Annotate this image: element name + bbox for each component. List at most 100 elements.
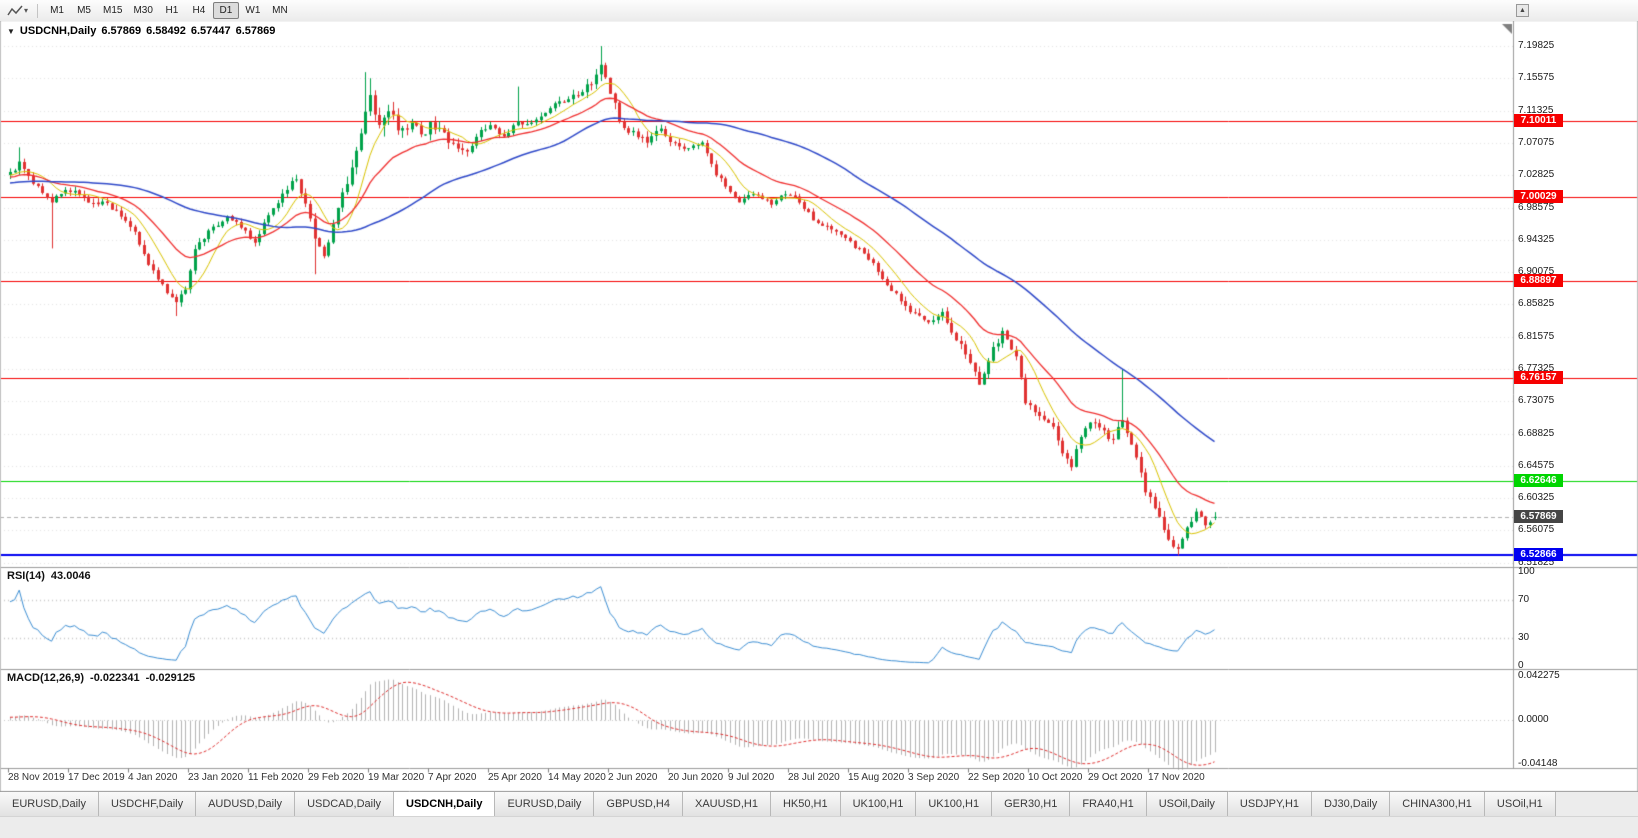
timeframe-button-m15[interactable]: M15 <box>98 2 127 19</box>
quote-high: 6.58492 <box>146 25 186 37</box>
date-axis-label: 28 Jul 2020 <box>788 772 840 783</box>
price-axis-label: 6.90075 <box>1518 266 1555 277</box>
price-axis-label: 6.68825 <box>1518 428 1555 439</box>
date-axis-label: 25 Apr 2020 <box>488 772 542 783</box>
date-axis-label: 11 Feb 2020 <box>248 772 304 783</box>
price-axis-label: 6.85825 <box>1518 298 1555 309</box>
chart-tab-usoil-h1[interactable]: USOil,H1 <box>1484 792 1556 816</box>
chart-header: ▼ USDCNH,Daily 6.57869 6.58492 6.57447 6… <box>7 25 275 37</box>
rsi-label: RSI(14) <box>7 570 45 582</box>
date-axis-label: 15 Aug 2020 <box>848 772 905 783</box>
quote-low: 6.57447 <box>190 25 231 37</box>
price-axis-label: 6.51825 <box>1518 557 1555 568</box>
quote-open: 6.57869 <box>101 25 142 37</box>
chart-tab-uk100-h1[interactable]: UK100,H1 <box>840 792 917 816</box>
rsi-axis-label: 0 <box>1518 660 1524 671</box>
scroll-up-arrow-icon[interactable]: ▲ <box>1516 4 1529 17</box>
date-axis-label: 14 May 2020 <box>548 772 606 783</box>
chart-tab-usdjpy-h1[interactable]: USDJPY,H1 <box>1227 792 1313 816</box>
macd-axis-label: 0.042275 <box>1518 670 1560 681</box>
hline-price-tag: 6.88897 <box>1514 274 1563 287</box>
price-axis-label: 6.77325 <box>1518 363 1555 374</box>
hline-price-tag: 6.76157 <box>1514 371 1563 384</box>
hline-price-tag: 7.10011 <box>1514 114 1563 127</box>
hline-price-tag: 7.00029 <box>1514 190 1563 203</box>
rsi-value: 43.0046 <box>50 570 91 582</box>
hline-price-tag: 6.52866 <box>1514 548 1563 561</box>
date-axis-label: 28 Nov 2019 <box>8 772 65 783</box>
date-axis-label: 4 Jan 2020 <box>128 772 178 783</box>
rsi-header: RSI(14) 43.0046 <box>7 570 91 582</box>
date-axis-label: 7 Apr 2020 <box>428 772 477 783</box>
price-axis-label: 7.02825 <box>1518 169 1555 180</box>
date-axis-label: 23 Jan 2020 <box>188 772 244 783</box>
chart-tab-usdchf-daily[interactable]: USDCHF,Daily <box>98 792 197 816</box>
macd-header: MACD(12,26,9) -0.022341 -0.029125 <box>7 672 195 684</box>
price-axis-label: 7.19825 <box>1518 40 1555 51</box>
rsi-axis-label: 100 <box>1518 566 1535 577</box>
price-axis-label: 6.73075 <box>1518 395 1555 406</box>
timeframe-button-w1[interactable]: W1 <box>240 2 266 19</box>
date-axis-label: 29 Feb 2020 <box>308 772 365 783</box>
timeframe-toolbar: ▾ M1 M5 M15 M30 H1 H4 D1 W1 MN <box>0 0 1638 21</box>
macd-value: -0.022341 <box>90 672 140 684</box>
line-chart-icon[interactable]: ▾ <box>4 2 31 19</box>
timeframe-button-m30[interactable]: M30 <box>128 2 157 19</box>
rsi-axis-label: 70 <box>1518 594 1530 605</box>
chart-tab-eurusd-daily[interactable]: EURUSD,Daily <box>495 792 595 816</box>
timeframe-buttons: M1 M5 M15 M30 H1 H4 D1 W1 MN <box>44 2 293 19</box>
chart-tab-hk50-h1[interactable]: HK50,H1 <box>770 792 841 816</box>
chart-tab-uk100-h1[interactable]: UK100,H1 <box>916 792 993 816</box>
chart-tab-xauusd-h1[interactable]: XAUUSD,H1 <box>682 792 771 816</box>
date-axis-label: 20 Jun 2020 <box>668 772 724 783</box>
macd-axis-label: -0.04148 <box>1518 758 1558 769</box>
date-axis-label: 17 Nov 2020 <box>1148 772 1205 783</box>
price-axis-label: 6.94325 <box>1518 234 1555 245</box>
date-axis-label: 2 Jun 2020 <box>608 772 658 783</box>
chart-tab-usdcnh-daily[interactable]: USDCNH,Daily <box>394 792 496 816</box>
date-axis-label: 29 Oct 2020 <box>1088 772 1143 783</box>
date-axis-label: 3 Sep 2020 <box>908 772 960 783</box>
collapse-arrow-icon[interactable]: ▼ <box>7 26 15 36</box>
chevron-down-icon: ▾ <box>24 6 29 15</box>
rsi-axis-label: 30 <box>1518 632 1530 643</box>
price-axis-label: 6.81575 <box>1518 331 1555 342</box>
price-axis-label: 6.98575 <box>1518 202 1555 213</box>
price-axis-label: 6.64575 <box>1518 460 1555 471</box>
macd-axis-label: 0.0000 <box>1518 714 1549 725</box>
chart-tab-china300-h1[interactable]: CHINA300,H1 <box>1390 792 1485 816</box>
timeframe-button-d1[interactable]: D1 <box>212 2 239 19</box>
timeframe-button-h4[interactable]: H4 <box>186 2 212 19</box>
macd-signal-value: -0.029125 <box>145 672 196 684</box>
window-bottom-edge <box>0 816 1638 838</box>
timeframe-button-h1[interactable]: H1 <box>159 2 185 19</box>
chart-tab-usdcad-daily[interactable]: USDCAD,Daily <box>295 792 395 816</box>
timeframe-button-mn[interactable]: MN <box>267 2 293 19</box>
price-axis-label: 7.11325 <box>1518 105 1554 116</box>
price-axis-label: 6.56075 <box>1518 524 1555 535</box>
date-axis-label: 19 Mar 2020 <box>368 772 425 783</box>
price-axis-label: 7.15575 <box>1518 72 1555 83</box>
price-chart-canvas[interactable] <box>0 0 1638 792</box>
hline-price-tag: 6.62646 <box>1514 474 1563 487</box>
current-price-tag: 6.57869 <box>1514 510 1563 523</box>
date-axis-label: 22 Sep 2020 <box>968 772 1025 783</box>
macd-label: MACD(12,26,9) <box>7 672 85 684</box>
chart-tab-eurusd-daily[interactable]: EURUSD,Daily <box>0 792 99 816</box>
chart-symbol-label: USDCNH,Daily <box>19 25 97 37</box>
chart-tab-audusd-daily[interactable]: AUDUSD,Daily <box>196 792 296 816</box>
line-chart-glyph <box>7 5 23 15</box>
timeframe-button-m5[interactable]: M5 <box>71 2 97 19</box>
quote-close: 6.57869 <box>235 25 276 37</box>
chart-tab-bar: EURUSD,Daily USDCHF,Daily AUDUSD,Daily USDC… <box>0 792 1638 816</box>
chart-tab-fra40-h1[interactable]: FRA40,H1 <box>1070 792 1147 816</box>
toolbar-divider <box>37 3 39 18</box>
chart-tab-usoil-daily[interactable]: USOil,Daily <box>1146 792 1228 816</box>
price-axis-label: 6.60325 <box>1518 492 1555 503</box>
chart-tab-dj30-daily[interactable]: DJ30,Daily <box>1312 792 1391 816</box>
chart-tab-ger30-h1[interactable]: GER30,H1 <box>992 792 1071 816</box>
chart-tab-gbpusd-h4[interactable]: GBPUSD,H4 <box>594 792 683 816</box>
timeframe-button-m1[interactable]: M1 <box>44 2 70 19</box>
date-axis-label: 9 Jul 2020 <box>728 772 775 783</box>
